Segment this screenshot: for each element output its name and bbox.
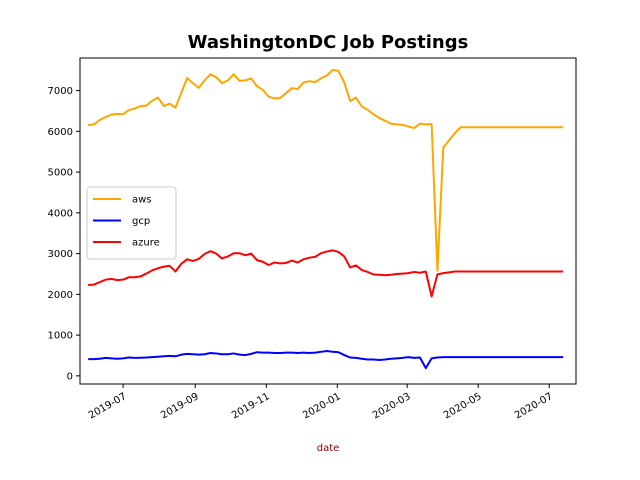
chart-title: WashingtonDC Job Postings [188, 32, 469, 53]
y-tick-label: 5000 [48, 168, 73, 179]
x-axis-label: date [317, 443, 340, 454]
series-line-aws [88, 68, 564, 272]
y-tick-label: 7000 [48, 86, 73, 97]
y-tick-label: 1000 [48, 331, 73, 342]
y-tick-label: 0 [67, 371, 73, 382]
x-tick-label: 2020-01 [301, 391, 343, 421]
x-tick-label: 2019-07 [87, 391, 129, 421]
x-tick-label: 2019-11 [230, 391, 272, 421]
series-line-azure [88, 249, 564, 298]
plot-lines [88, 68, 564, 370]
legend: aws gcp azure [86, 186, 177, 260]
x-tick-label: 2020-05 [442, 391, 484, 421]
legend-label-gcp: gcp [132, 216, 150, 227]
legend-label-azure: azure [132, 238, 160, 249]
x-tick-label: 2020-07 [513, 391, 555, 421]
legend-label-aws: aws [132, 195, 152, 206]
y-tick-label: 3000 [48, 249, 73, 260]
plot-frame [79, 57, 577, 385]
x-tick-label: 2019-09 [159, 391, 201, 421]
x-axis: 2019-07 2019-09 2019-11 2020-01 2020-03 2020-… [87, 384, 555, 421]
series-line-gcp [88, 349, 564, 370]
y-tick-label: 6000 [48, 127, 73, 138]
y-tick-label: 4000 [48, 208, 73, 219]
x-tick-label: 2020-03 [371, 391, 413, 421]
y-tick-label: 2000 [48, 290, 73, 301]
y-axis: 0 1000 2000 3000 4000 5000 6000 7000 [48, 86, 80, 382]
